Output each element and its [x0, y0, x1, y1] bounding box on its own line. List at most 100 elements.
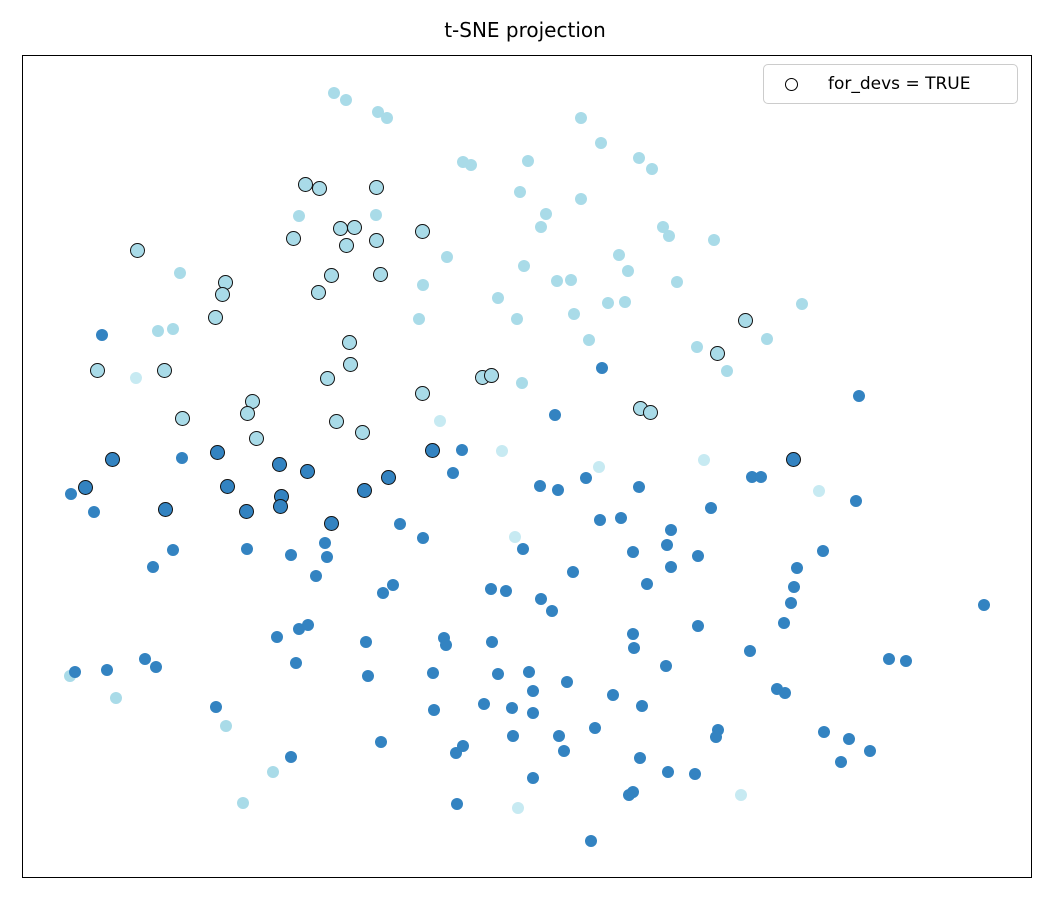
scatter-point: [323, 267, 339, 283]
scatter-point: [568, 308, 580, 320]
scatter-point: [174, 410, 190, 426]
scatter-point: [297, 176, 313, 192]
scatter-point: [150, 661, 162, 673]
scatter-point: [778, 617, 790, 629]
scatter-point: [156, 362, 172, 378]
scatter-point: [147, 561, 159, 573]
scatter-point: [428, 704, 440, 716]
scatter-point: [220, 720, 232, 732]
scatter-point: [518, 260, 530, 272]
scatter-point: [689, 768, 701, 780]
scatter-point: [88, 506, 100, 518]
scatter-point: [340, 94, 352, 106]
scatter-point: [613, 249, 625, 261]
scatter-point: [368, 179, 384, 195]
scatter-point: [486, 636, 498, 648]
scatter-point: [451, 798, 463, 810]
scatter-point: [527, 707, 539, 719]
scatter-point: [796, 298, 808, 310]
scatter-point: [534, 480, 546, 492]
scatter-point: [710, 731, 722, 743]
scatter-point: [210, 701, 222, 713]
scatter-point: [362, 670, 374, 682]
scatter-point: [424, 442, 440, 458]
scatter-point: [238, 503, 254, 519]
scatter-point: [552, 484, 564, 496]
scatter-point: [628, 642, 640, 654]
scatter-point: [546, 605, 558, 617]
scatter-point: [665, 524, 677, 536]
scatter-point: [465, 159, 477, 171]
scatter-point: [594, 514, 606, 526]
scatter-point: [319, 370, 335, 386]
scatter-point: [354, 424, 370, 440]
scatter-point: [478, 698, 490, 710]
scatter-point: [691, 341, 703, 353]
scatter-point: [492, 292, 504, 304]
scatter-point: [241, 543, 253, 555]
scatter-point: [596, 362, 608, 374]
scatter-point: [978, 599, 990, 611]
scatter-point: [580, 472, 592, 484]
scatter-point: [523, 666, 535, 678]
scatter-point: [633, 481, 645, 493]
scatter-point: [512, 802, 524, 814]
scatter-point: [214, 286, 230, 302]
scatter-point: [370, 209, 382, 221]
scatter-point: [607, 689, 619, 701]
scatter-point: [440, 639, 452, 651]
scatter-point: [157, 501, 173, 517]
scatter-point: [900, 655, 912, 667]
open-circle-marker: [785, 77, 798, 91]
scatter-point: [665, 561, 677, 573]
scatter-point: [575, 112, 587, 124]
scatter-point: [500, 585, 512, 597]
scatter-point: [522, 155, 534, 167]
scatter-point: [356, 482, 372, 498]
scatter-point: [646, 163, 658, 175]
scatter-point: [549, 409, 561, 421]
scatter-point: [735, 789, 747, 801]
scatter-point: [663, 230, 675, 242]
scatter-point: [779, 687, 791, 699]
scatter-point: [174, 267, 186, 279]
scatter-point: [627, 786, 639, 798]
scatter-point: [129, 242, 145, 258]
scatter-point: [434, 415, 446, 427]
scatter-point: [417, 532, 429, 544]
scatter-point: [602, 297, 614, 309]
scatter-point: [785, 451, 801, 467]
scatter-point: [271, 456, 287, 472]
scatter-point: [641, 578, 653, 590]
scatter-point: [583, 334, 595, 346]
scatter-point: [152, 325, 164, 337]
scatter-point: [271, 631, 283, 643]
scatter-point: [380, 469, 396, 485]
scatter-point: [310, 570, 322, 582]
scatter-point: [321, 551, 333, 563]
scatter-point: [285, 549, 297, 561]
scatter-point: [456, 444, 468, 456]
scatter-point: [627, 628, 639, 640]
scatter-point: [496, 445, 508, 457]
scatter-point: [622, 265, 634, 277]
scatter-point: [698, 454, 710, 466]
scatter-point: [272, 498, 288, 514]
scatter-point: [427, 667, 439, 679]
scatter-point: [375, 736, 387, 748]
scatter-point: [818, 726, 830, 738]
scatter-point: [441, 251, 453, 263]
scatter-point: [310, 284, 326, 300]
scatter-point: [372, 266, 388, 282]
scatter-point: [517, 543, 529, 555]
scatter-point: [567, 566, 579, 578]
scatter-point: [642, 404, 658, 420]
scatter-point: [627, 546, 639, 558]
scatter-point: [248, 430, 264, 446]
scatter-point: [791, 562, 803, 574]
chart-title: t-SNE projection: [444, 18, 606, 42]
scatter-point: [589, 722, 601, 734]
scatter-point: [506, 702, 518, 714]
scatter-point: [417, 279, 429, 291]
scatter-point: [850, 495, 862, 507]
